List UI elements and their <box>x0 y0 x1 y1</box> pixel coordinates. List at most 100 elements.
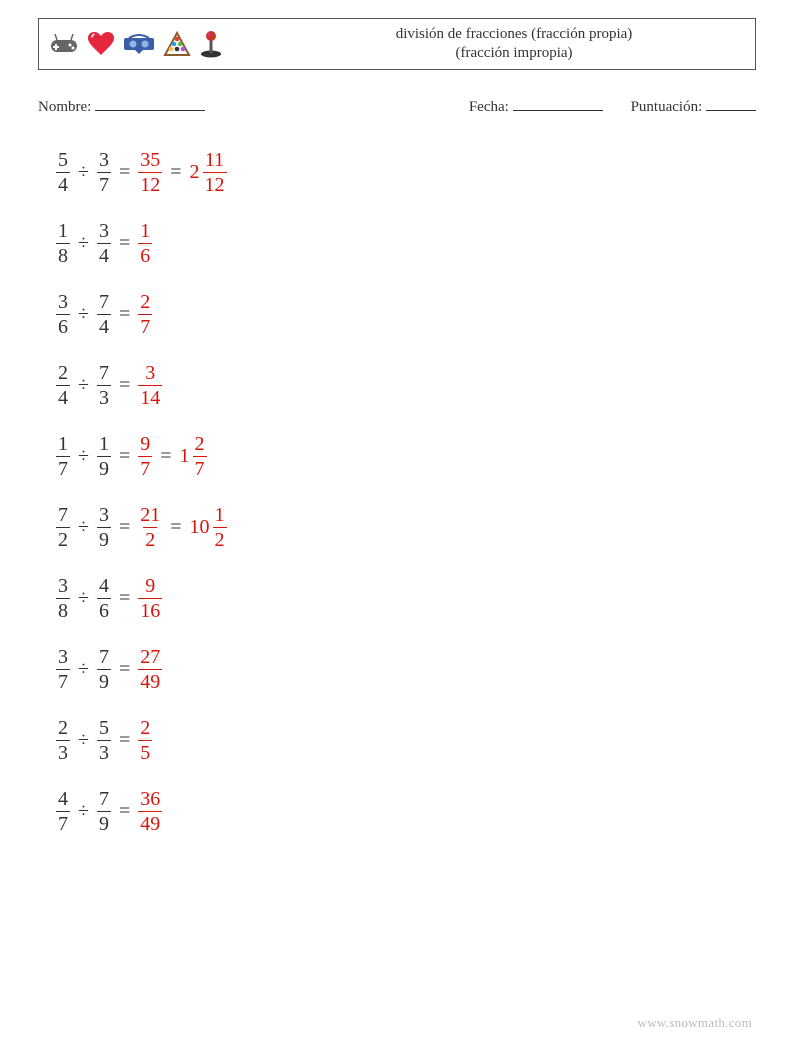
divide-operator: ÷ <box>70 445 97 468</box>
name-field: Nombre: <box>38 96 205 116</box>
numerator: 3 <box>97 505 111 527</box>
equals-sign: = <box>111 729 138 752</box>
header-bar: división de fracciones (fracción propia)… <box>38 18 756 70</box>
denominator: 2 <box>56 527 70 550</box>
fraction: 38 <box>56 576 70 621</box>
denominator: 6 <box>138 243 152 266</box>
denominator: 7 <box>97 172 111 195</box>
denominator: 4 <box>97 243 111 266</box>
date-label: Fecha: <box>469 99 509 115</box>
numerator: 3 <box>56 647 70 669</box>
denominator: 7 <box>138 314 152 337</box>
fraction: 27 <box>193 434 207 479</box>
equals-sign: = <box>111 658 138 681</box>
name-label: Nombre: <box>38 99 91 115</box>
numerator: 3 <box>97 150 111 172</box>
numerator: 1 <box>97 434 111 456</box>
numerator: 2 <box>56 718 70 740</box>
answer-mixed: 127 <box>180 434 207 479</box>
fraction: 17 <box>56 434 70 479</box>
denominator: 7 <box>138 456 152 479</box>
answer-mixed: 1012 <box>190 505 227 550</box>
fraction: 46 <box>97 576 111 621</box>
denominator: 5 <box>138 740 152 763</box>
footer-watermark: www.snowmath.com <box>638 1015 752 1031</box>
fraction: 53 <box>97 718 111 763</box>
numerator: 5 <box>56 150 70 172</box>
billiards-icon <box>163 31 191 57</box>
numerator: 3 <box>56 576 70 598</box>
denominator: 7 <box>56 811 70 834</box>
numerator: 2 <box>56 363 70 385</box>
header-icons <box>49 30 223 58</box>
divide-operator: ÷ <box>70 729 97 752</box>
answer-fraction: 212 <box>138 505 162 550</box>
denominator: 12 <box>138 172 162 195</box>
answer-fraction: 97 <box>138 434 152 479</box>
denominator: 4 <box>56 172 70 195</box>
answer-fraction: 16 <box>138 221 152 266</box>
answer-fraction: 2749 <box>138 647 162 692</box>
denominator: 7 <box>56 456 70 479</box>
answer-fraction: 314 <box>138 363 162 408</box>
problems-list: 54÷37=3512=2111218÷34=1636÷74=2724÷73=31… <box>38 150 756 834</box>
numerator: 2 <box>138 292 152 314</box>
numerator: 1 <box>138 221 152 243</box>
numerator: 7 <box>97 789 111 811</box>
score-blank[interactable] <box>706 96 756 111</box>
date-blank[interactable] <box>513 96 603 111</box>
problem-row: 47÷79=3649 <box>56 789 756 834</box>
fraction: 39 <box>97 505 111 550</box>
answer-fraction: 916 <box>138 576 162 621</box>
heart-icon <box>87 31 115 57</box>
numerator: 5 <box>97 718 111 740</box>
numerator: 2 <box>138 718 152 740</box>
denominator: 6 <box>56 314 70 337</box>
numerator: 9 <box>138 434 152 456</box>
numerator: 7 <box>97 363 111 385</box>
denominator: 7 <box>56 669 70 692</box>
joystick-icon <box>199 30 223 58</box>
equals-sign: = <box>111 445 138 468</box>
gamepad-icon <box>49 32 79 56</box>
problem-row: 37÷79=2749 <box>56 647 756 692</box>
fraction: 18 <box>56 221 70 266</box>
mixed-whole: 2 <box>190 161 203 184</box>
denominator: 16 <box>138 598 162 621</box>
answer-mixed: 21112 <box>190 150 227 195</box>
denominator: 3 <box>97 740 111 763</box>
denominator: 7 <box>193 456 207 479</box>
denominator: 8 <box>56 243 70 266</box>
fraction: 72 <box>56 505 70 550</box>
name-blank[interactable] <box>95 96 205 111</box>
equals-sign: = <box>162 516 189 539</box>
fraction: 12 <box>213 505 227 550</box>
denominator: 9 <box>97 811 111 834</box>
score-label: Puntuación: <box>631 99 703 115</box>
denominator: 4 <box>97 314 111 337</box>
answer-fraction: 27 <box>138 292 152 337</box>
fraction: 54 <box>56 150 70 195</box>
fraction: 73 <box>97 363 111 408</box>
fraction: 79 <box>97 647 111 692</box>
fraction: 74 <box>97 292 111 337</box>
date-field: Fecha: <box>469 96 603 116</box>
equals-sign: = <box>111 232 138 255</box>
numerator: 9 <box>143 576 157 598</box>
problem-row: 17÷19=97=127 <box>56 434 756 479</box>
fraction: 37 <box>97 150 111 195</box>
numerator: 3 <box>56 292 70 314</box>
denominator: 9 <box>97 527 111 550</box>
fraction: 1112 <box>203 150 227 195</box>
fraction: 36 <box>56 292 70 337</box>
numerator: 21 <box>138 505 162 527</box>
equals-sign: = <box>111 800 138 823</box>
denominator: 14 <box>138 385 162 408</box>
answer-fraction: 3512 <box>138 150 162 195</box>
answer-fraction: 3649 <box>138 789 162 834</box>
numerator: 4 <box>56 789 70 811</box>
worksheet-title: división de fracciones (fracción propia)… <box>223 25 745 63</box>
numerator: 36 <box>138 789 162 811</box>
denominator: 49 <box>138 811 162 834</box>
problem-row: 38÷46=916 <box>56 576 756 621</box>
